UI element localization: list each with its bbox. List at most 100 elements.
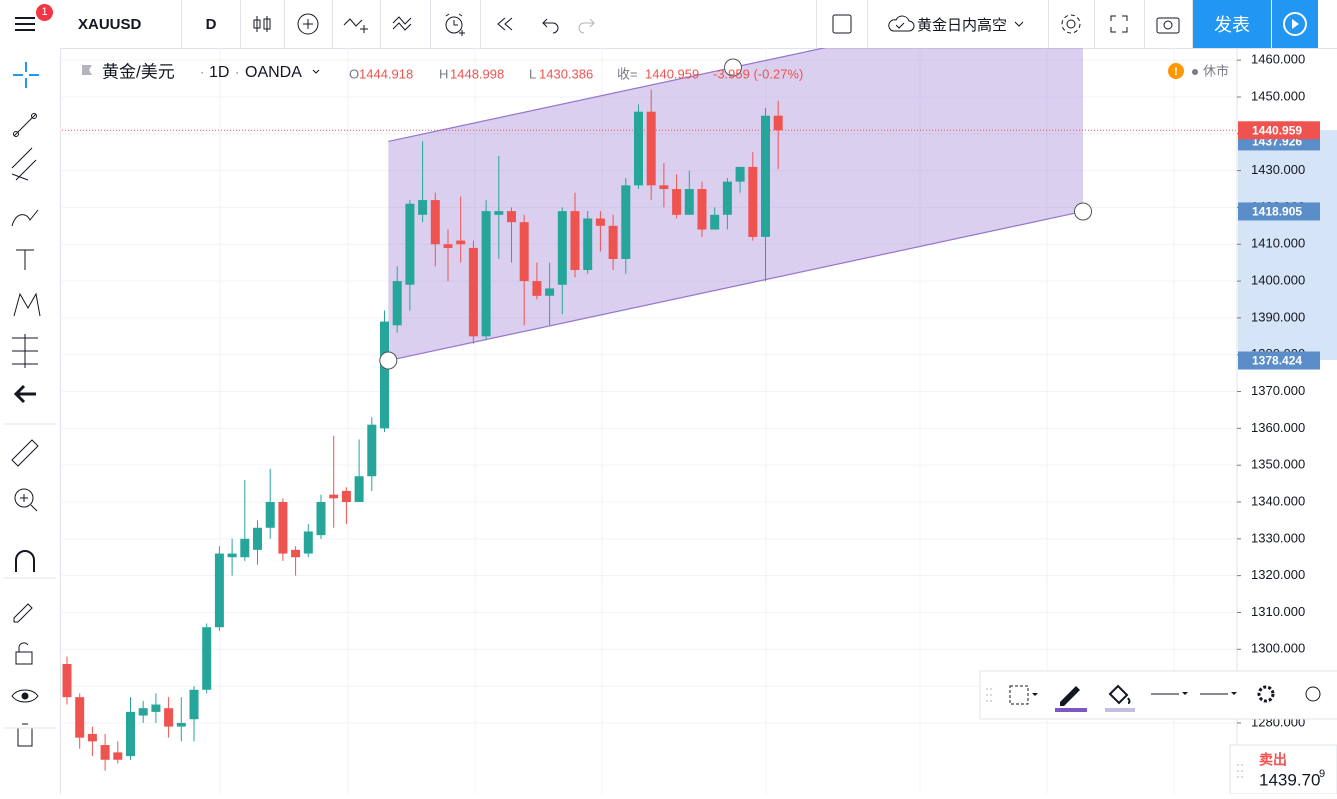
- candle-body: [761, 115, 770, 237]
- indicator-button[interactable]: [332, 0, 381, 48]
- candle-body: [672, 189, 682, 215]
- candle-body: [151, 704, 161, 712]
- candle-body: [608, 225, 618, 259]
- menu-button[interactable]: 1: [0, 0, 53, 48]
- candle-body: [367, 424, 377, 477]
- publish-button[interactable]: 发表: [1193, 0, 1271, 48]
- pitchfork-tool[interactable]: [11, 147, 37, 181]
- candle-body: [100, 745, 110, 760]
- y-tick-label: 1330.000: [1251, 530, 1305, 545]
- fill-color-button[interactable]: [1108, 684, 1131, 705]
- crosshair-tool[interactable]: [13, 62, 39, 88]
- snapshot-button[interactable]: [1144, 0, 1193, 48]
- icon: [1283, 12, 1307, 36]
- candle-body: [278, 502, 288, 554]
- redo-button[interactable]: [570, 0, 604, 48]
- candle-body: [354, 476, 364, 503]
- menu-icon: [15, 17, 35, 31]
- layout-button[interactable]: [816, 0, 868, 48]
- settings-button[interactable]: [1257, 685, 1275, 703]
- candle-body: [595, 218, 605, 226]
- icon: [1061, 14, 1081, 34]
- candle-body: [138, 708, 148, 716]
- candle-body: [430, 200, 440, 245]
- line-color-button[interactable]: [1060, 686, 1080, 706]
- undo-button[interactable]: [530, 0, 570, 48]
- y-tick-label: 1300.000: [1251, 641, 1305, 656]
- candle-body: [62, 664, 72, 698]
- candle-body: [214, 553, 224, 628]
- settings-button[interactable]: [1048, 0, 1095, 48]
- candle-body: [684, 189, 694, 215]
- brush-tool[interactable]: [11, 209, 39, 227]
- candle-body: [494, 211, 504, 215]
- market-status: 休市: [1203, 63, 1229, 78]
- candle-body: [659, 185, 669, 190]
- ohlc-value: 1440.959: [645, 66, 699, 81]
- icon: [297, 13, 319, 35]
- sell-label: 卖出: [1259, 752, 1287, 768]
- replay-button[interactable]: [480, 0, 530, 48]
- alert-button[interactable]: [430, 0, 481, 48]
- icon: [445, 13, 465, 36]
- text-tool[interactable]: [16, 249, 34, 270]
- y-tick-label: 1320.000: [1251, 567, 1305, 582]
- sell-price: 1439.70: [1259, 770, 1320, 789]
- y-tick-label: 1450.000: [1251, 88, 1305, 103]
- ohlc-label: L: [529, 66, 536, 81]
- icon: [542, 18, 559, 34]
- visibility-button[interactable]: [1009, 685, 1029, 705]
- channel-price-label: 1378.424: [1252, 354, 1302, 368]
- compare-button[interactable]: [284, 0, 333, 48]
- play-button[interactable]: [1272, 0, 1318, 48]
- zoom-tool[interactable]: [14, 488, 34, 508]
- magnet-tool[interactable]: [15, 550, 35, 572]
- fullscreen-button[interactable]: [1094, 0, 1145, 48]
- pattern-tool[interactable]: [13, 292, 41, 317]
- lock-draw-tool[interactable]: [13, 603, 33, 623]
- template-button[interactable]: [380, 0, 431, 48]
- candle-body: [507, 211, 516, 223]
- candle-body: [341, 490, 351, 503]
- drag-handle: [986, 688, 992, 702]
- drawing-tools: [4, 62, 56, 747]
- candle-body: [748, 166, 758, 237]
- symbol[interactable]: XAUUSD: [62, 0, 182, 48]
- candle-body: [481, 211, 491, 337]
- caret: [1182, 692, 1237, 695]
- candle-body: [176, 722, 186, 727]
- y-tick-label: 1410.000: [1251, 236, 1305, 251]
- warning-icon[interactable]: [1168, 63, 1184, 79]
- alert-button[interactable]: [1305, 686, 1321, 702]
- order-panel: 卖出 1439.70 9: [1229, 744, 1337, 794]
- icon: [578, 18, 595, 34]
- icon: [392, 16, 412, 31]
- icon: [31, 113, 37, 119]
- y-tick-label: 1400.000: [1251, 273, 1305, 288]
- eye-tool[interactable]: [11, 689, 39, 703]
- drawing-toolbar: [0, 48, 61, 794]
- candle-body: [303, 531, 313, 554]
- candle-body: [87, 733, 97, 742]
- layout-name[interactable]: 黄金日内高空: [866, 0, 1049, 48]
- interval[interactable]: D: [182, 0, 241, 48]
- channel-handle: [1074, 202, 1092, 221]
- candle-body: [75, 697, 85, 738]
- prediction-tool[interactable]: [12, 334, 38, 368]
- y-tick-label: 1310.000: [1251, 604, 1305, 619]
- lock-tool[interactable]: [15, 651, 33, 665]
- ohlc-value: 1430.386: [539, 66, 593, 81]
- icon: [1110, 15, 1128, 33]
- back-tool[interactable]: [13, 384, 36, 404]
- change: -3.959 (-0.27%): [713, 66, 803, 81]
- candle-body: [773, 115, 783, 131]
- ruler-tool[interactable]: [11, 439, 39, 467]
- candle-body: [621, 185, 631, 259]
- chart-type-button[interactable]: [240, 0, 285, 48]
- sell-button-bg[interactable]: [1229, 744, 1337, 794]
- candle-body: [456, 240, 466, 245]
- icon: [497, 17, 513, 31]
- floating-toolbar-bg: [979, 670, 1337, 720]
- dot: ·: [235, 64, 239, 79]
